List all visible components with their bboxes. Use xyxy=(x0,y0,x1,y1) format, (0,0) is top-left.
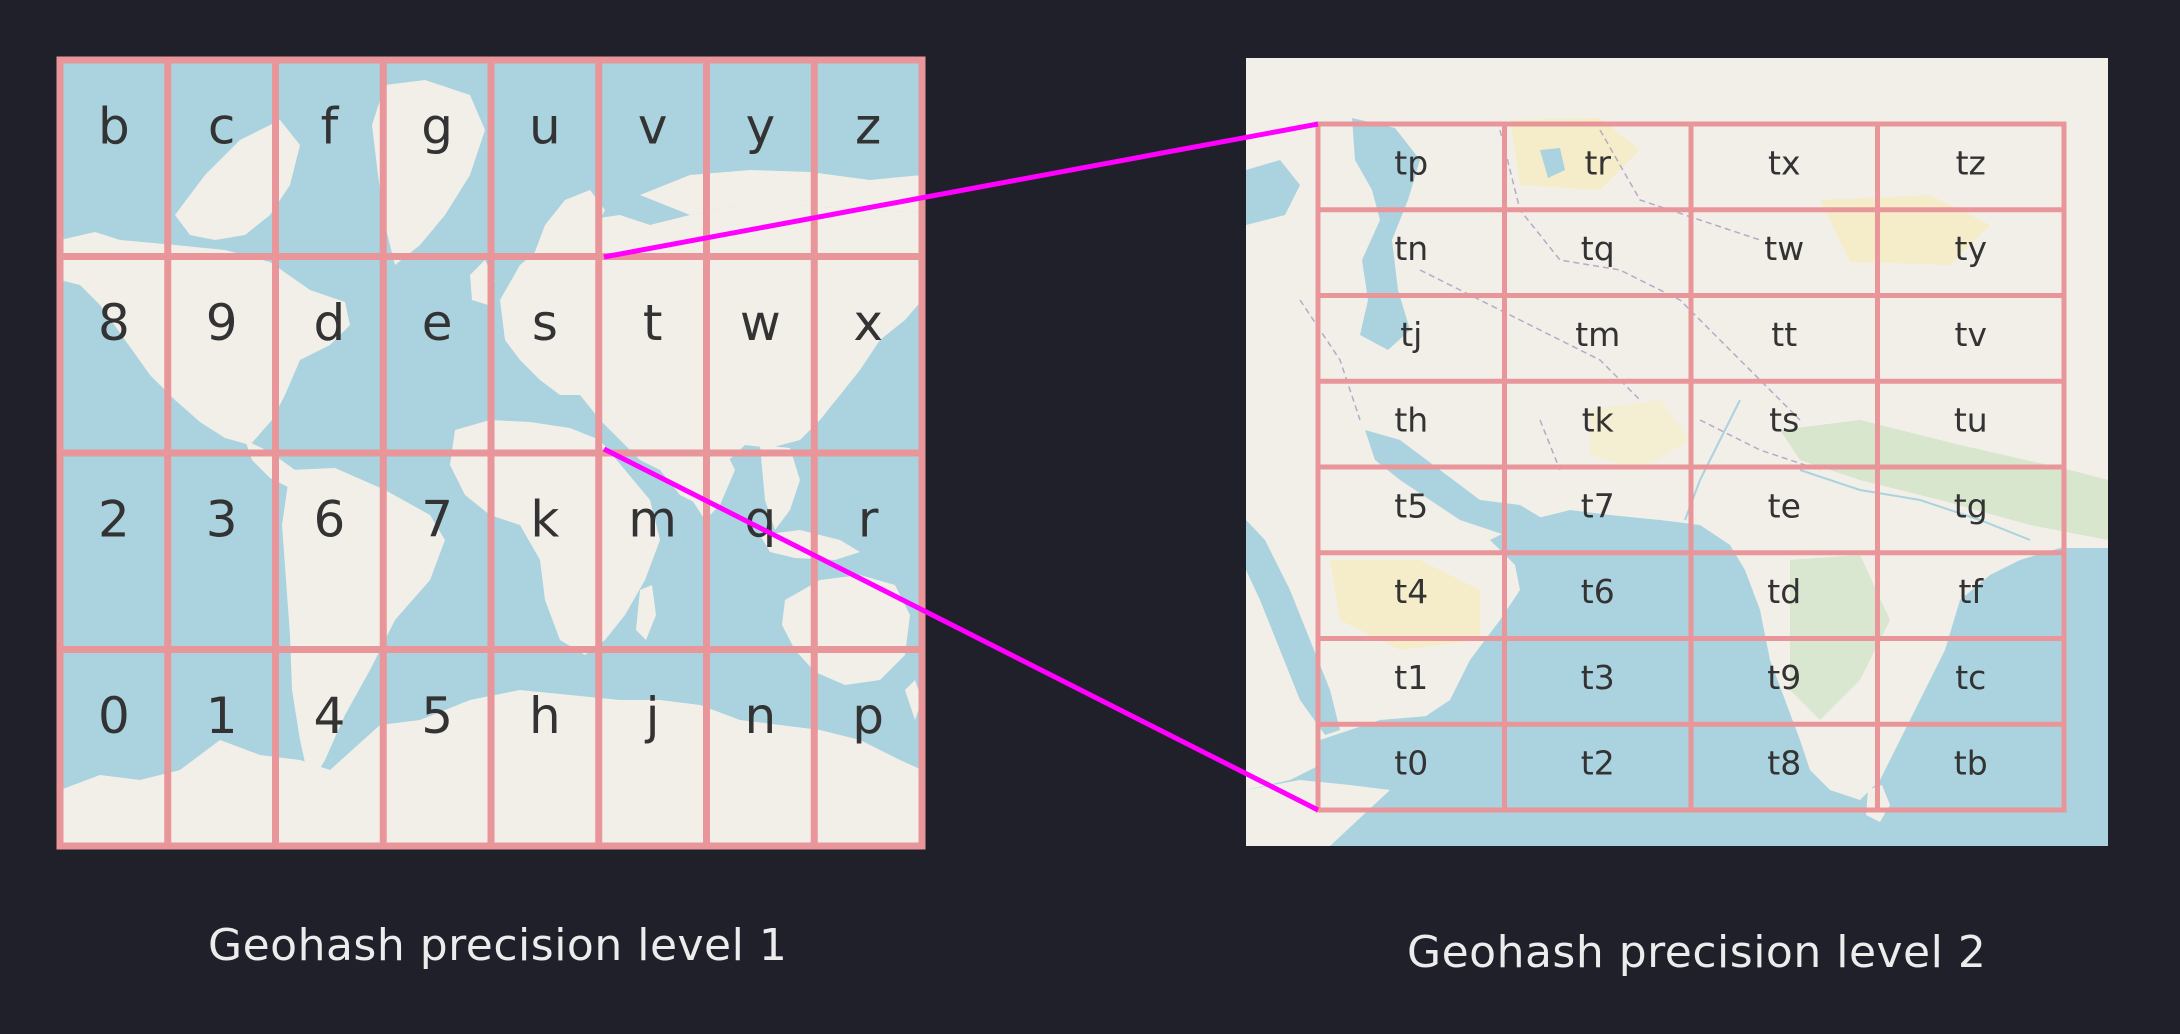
land-new-zealand xyxy=(905,680,922,720)
land-southeast-asia xyxy=(760,445,800,530)
geohash-cell-label: tf xyxy=(1958,572,1984,611)
geohash-cell-label: 9 xyxy=(206,294,238,352)
level-2-caption: Geohash precision level 2 xyxy=(1407,927,1987,978)
gulf-of-aden xyxy=(1320,715,1480,780)
geohash-cell-label: te xyxy=(1768,486,1801,525)
geohash-cell-label: tb xyxy=(1954,744,1988,783)
level-2-grid xyxy=(1315,121,2067,813)
black-sea xyxy=(1246,160,1300,225)
geohash-cell-label: th xyxy=(1394,401,1428,440)
geohash-cell-label: t xyxy=(643,294,663,352)
geohash-cell-label: 3 xyxy=(206,490,238,548)
land-africa xyxy=(450,420,660,655)
bay-of-bengal xyxy=(1945,548,2108,650)
geohash-cell-label: tt xyxy=(1771,315,1797,354)
geohash-cell-label: c xyxy=(208,97,236,155)
level-1-labels: b c f g u v y z 8 9 d e s t w x 2 3 6 7 k m q r 0 1 4 5 h j n p xyxy=(98,97,884,745)
geohash-cell-label: tq xyxy=(1581,229,1615,268)
geohash-cell-label: d xyxy=(314,294,346,352)
geohash-cell-label: 2 xyxy=(98,490,130,548)
zoom-connector-top xyxy=(603,121,1319,260)
geohash-cell-label: g xyxy=(421,97,453,155)
land-arctic-islands xyxy=(175,120,300,240)
geohash-cell-label: ty xyxy=(1955,229,1987,268)
land-siberia-north xyxy=(640,170,922,215)
geohash-cell-label: u xyxy=(529,97,561,155)
land-madagascar xyxy=(636,585,656,640)
geohash-cell-label: 5 xyxy=(421,687,453,745)
geohash-cell-label: t0 xyxy=(1394,744,1428,783)
geohash-cell-label: t2 xyxy=(1581,744,1615,783)
geohash-cell-label: tw xyxy=(1764,229,1804,268)
land-indonesia xyxy=(760,530,860,560)
geohash-cell-label: 6 xyxy=(313,490,345,548)
level-1-caption: Geohash precision level 1 xyxy=(208,920,788,971)
geohash-cell-label: y xyxy=(746,97,776,155)
geohash-cell-label: 1 xyxy=(206,687,238,745)
geohash-cell-label: m xyxy=(628,490,677,548)
forest-himalaya xyxy=(1780,420,2108,540)
geohash-cell-label: 4 xyxy=(313,687,345,745)
geohash-cell-label: tc xyxy=(1955,658,1986,697)
land-south-america xyxy=(282,468,445,785)
aral-sea xyxy=(1540,148,1565,178)
arabian-sea xyxy=(1246,510,2108,846)
geohash-cell-label: j xyxy=(645,687,660,745)
caspian-sea xyxy=(1352,118,1420,350)
level-2-labels: tp tr tx tz tn tq tw ty tj tm tt tv th tk ts tu t5 t7 te tg… xyxy=(1394,143,1987,782)
geohash-cell-label: t5 xyxy=(1394,486,1428,525)
geohash-cell-label: tn xyxy=(1394,229,1428,268)
geohash-cell-label: tu xyxy=(1954,401,1988,440)
desert-arabia xyxy=(1330,560,1480,650)
geohash-cell-label: t6 xyxy=(1581,572,1615,611)
geohash-cell-label: tg xyxy=(1954,486,1988,525)
geohash-cell-label: p xyxy=(852,687,884,745)
geohash-cell-label: s xyxy=(532,294,558,352)
geohash-cell-label: t7 xyxy=(1581,486,1615,525)
geohash-cell-label: b xyxy=(98,97,130,155)
persian-gulf xyxy=(1365,430,1545,540)
geohash-cell-label: tk xyxy=(1582,401,1615,440)
level-1-grid xyxy=(56,56,926,850)
geohash-cell-label: w xyxy=(740,294,781,352)
zoom-connector-bottom xyxy=(602,446,1320,813)
geohash-cell-label: h xyxy=(529,687,561,745)
land-greenland xyxy=(372,80,485,265)
geohash-cell-label: tj xyxy=(1400,315,1422,354)
desert-iran xyxy=(1590,400,1690,470)
geohash-cell-label: tv xyxy=(1955,315,1987,354)
geohash-cell-label: t3 xyxy=(1581,658,1615,697)
geohash-cell-label: f xyxy=(321,97,340,155)
geohash-cell-label: tr xyxy=(1584,143,1611,182)
geohash-cell-label: t4 xyxy=(1394,572,1428,611)
geohash-cell-label: z xyxy=(855,97,881,155)
geohash-cell-label: td xyxy=(1767,572,1801,611)
desert-taklamakan xyxy=(1820,195,1990,265)
geohash-cell-label: tz xyxy=(1956,143,1986,182)
geohash-cell-label: 8 xyxy=(98,294,130,352)
geohash-cell-label: v xyxy=(638,97,668,155)
geohash-cell-label: k xyxy=(530,490,559,548)
geohash-cell-label: n xyxy=(745,687,777,745)
geohash-cell-label: t1 xyxy=(1394,658,1428,697)
geohash-cell-label: ts xyxy=(1769,401,1799,440)
geohash-cell-label: e xyxy=(422,294,453,352)
geohash-cell-label: tx xyxy=(1768,143,1800,182)
geohash-cell-label: t9 xyxy=(1767,658,1801,697)
geohash-cell-label: q xyxy=(745,490,777,548)
geohash-cell-label: x xyxy=(853,294,883,352)
geohash-cell-label: t8 xyxy=(1767,744,1801,783)
horn-of-africa xyxy=(1246,780,1390,846)
geohash-cell-label: r xyxy=(858,490,879,548)
geohash-cell-label: tp xyxy=(1394,143,1428,182)
geohash-cell-label: 0 xyxy=(98,687,130,745)
geohash-cell-label: tm xyxy=(1575,315,1620,354)
river-ganges xyxy=(1799,469,2031,541)
desert-central-asia xyxy=(1510,118,1640,190)
geohash-cell-label: 7 xyxy=(421,490,453,548)
